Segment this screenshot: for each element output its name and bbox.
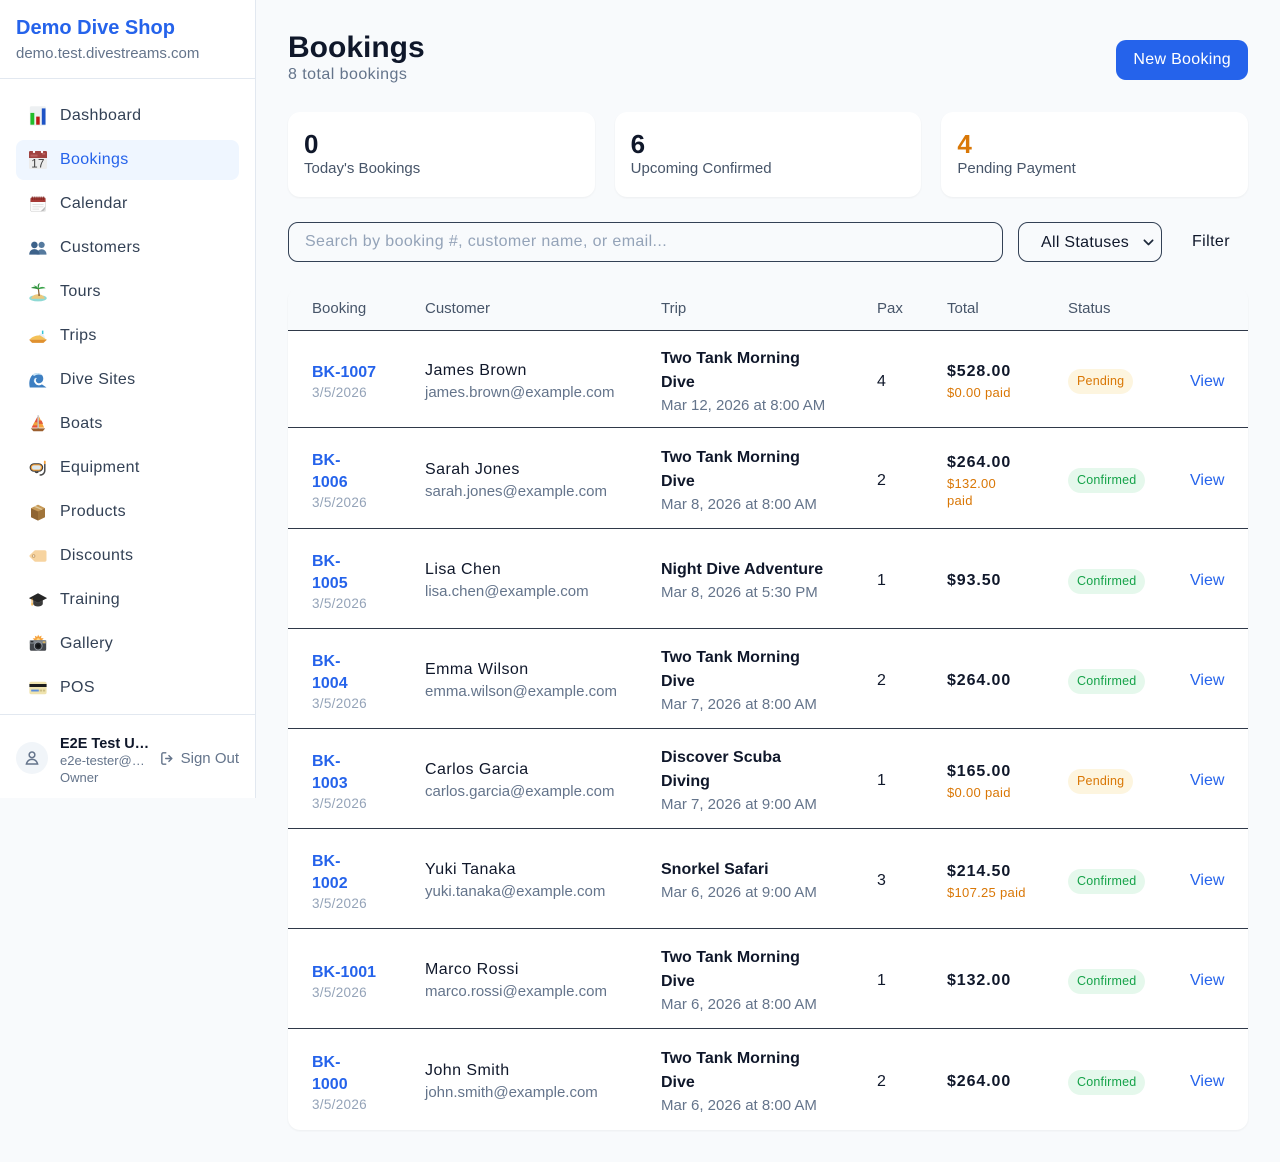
svg-text:17: 17	[31, 158, 45, 170]
